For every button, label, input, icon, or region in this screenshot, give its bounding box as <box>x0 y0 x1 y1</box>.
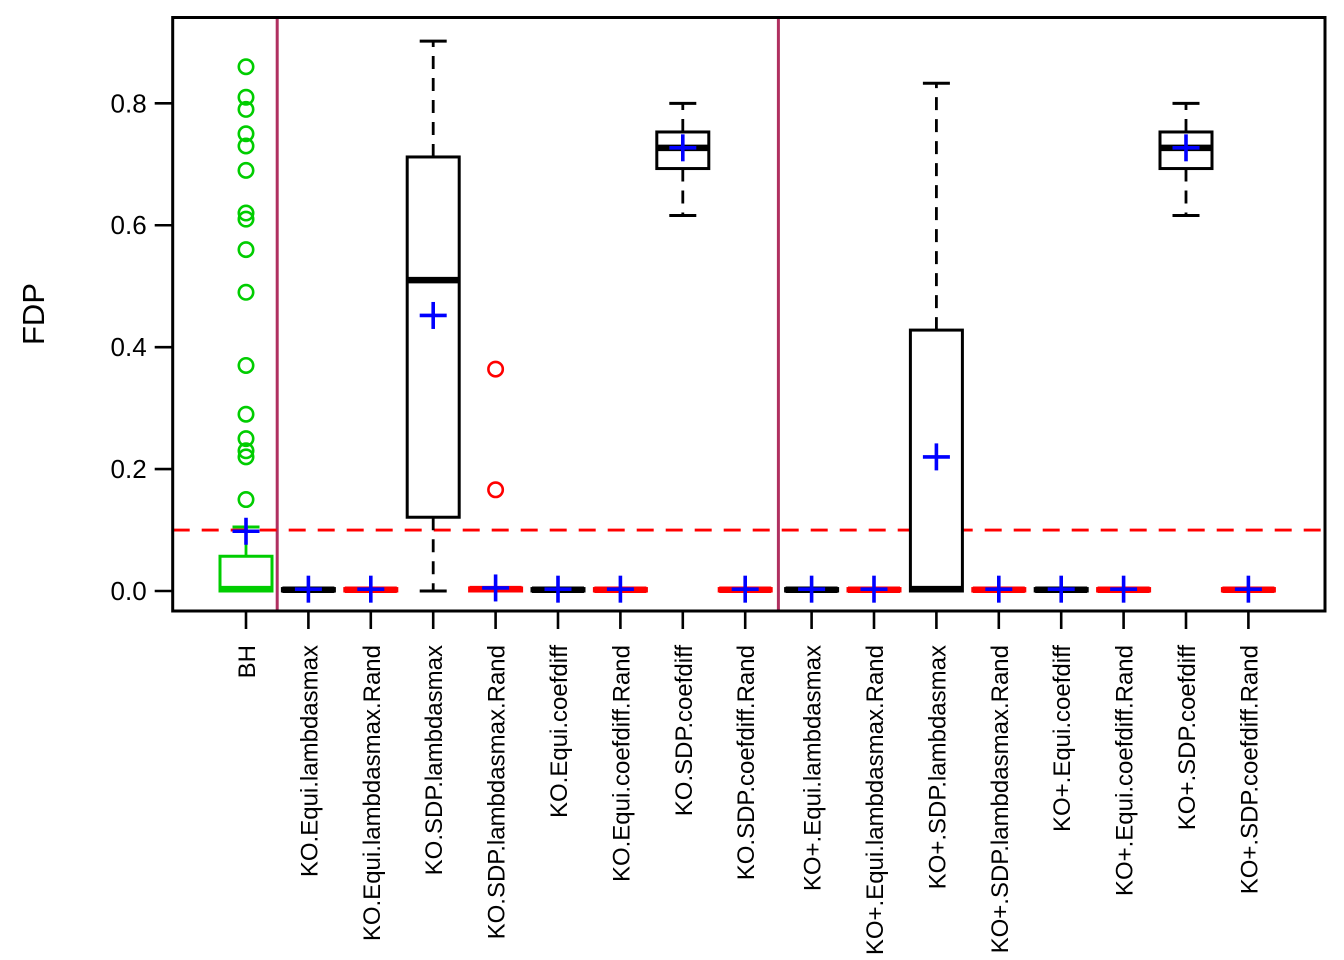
plot-border <box>171 16 1327 613</box>
x-tick-label: KO.Equi.coefdiff <box>546 645 573 818</box>
y-axis-title: FDP <box>16 283 51 345</box>
x-tick-label: KO+.Equi.coefdiff <box>1049 645 1076 832</box>
x-tick-label: KO+.SDP.lambdasmax <box>924 645 951 889</box>
iqr-box <box>218 554 274 593</box>
box-group-KO.SDP.coefdiff.Rand <box>717 575 773 603</box>
x-tick-label: KO.SDP.coefdiff <box>671 645 698 817</box>
outlier-point <box>237 405 255 423</box>
outlier-point <box>237 161 255 179</box>
outlier-point <box>237 442 255 460</box>
box-group-KO+.SDP.coefdiff.Rand <box>1220 575 1276 603</box>
box-group-KO+.Equi.coefdiff <box>1033 575 1089 603</box>
x-tick-label: KO+.Equi.coefdiff.Rand <box>1112 645 1139 896</box>
y-tick-label: 0.2 <box>111 454 147 484</box>
x-tick-label: KO+.SDP.coefdiff <box>1174 645 1201 831</box>
outlier-point <box>487 360 505 378</box>
box-group-KO.Equi.lambdasmax.Rand <box>343 575 399 603</box>
box-group-KO.SDP.lambdasmax.Rand <box>468 360 524 602</box>
box-group-KO.SDP.coefdiff <box>655 101 711 217</box>
box-group-KO.Equi.coefdiff <box>530 575 586 603</box>
box-group-KO.Equi.lambdasmax <box>280 575 336 603</box>
outlier-point <box>237 210 255 228</box>
box-group-KO.Equi.coefdiff.Rand <box>592 575 648 603</box>
x-tick-label: KO.SDP.coefdiff.Rand <box>733 645 760 880</box>
y-tick-label: 0.4 <box>111 332 147 362</box>
box-group-KO+.SDP.lambdasmax <box>908 81 964 593</box>
y-tick-label: 0.0 <box>111 576 147 606</box>
x-tick-label: KO.Equi.lambdasmax <box>296 645 323 877</box>
outlier-point <box>237 283 255 301</box>
outlier-point <box>237 241 255 259</box>
x-tick-label: BH <box>234 645 261 678</box>
x-tick-label: KO.SDP.lambdasmax <box>421 645 448 875</box>
outlier-point <box>237 58 255 76</box>
box-group-KO+.SDP.coefdiff <box>1158 101 1214 217</box>
y-tick-label: 0.8 <box>111 88 147 118</box>
outlier-point <box>237 491 255 509</box>
outlier-point <box>237 137 255 155</box>
outlier-point <box>237 448 255 466</box>
outlier-point <box>237 125 255 143</box>
outlier-point <box>237 430 255 448</box>
box-group-KO+.SDP.lambdasmax.Rand <box>971 575 1027 603</box>
outlier-point <box>237 356 255 374</box>
outlier-point <box>237 100 255 118</box>
outlier-point <box>237 88 255 106</box>
box-group-KO.SDP.lambdasmax <box>405 39 461 593</box>
box-group-KO+.Equi.lambdasmax <box>784 575 840 603</box>
box-group-BH <box>218 58 274 593</box>
box-group-KO+.Equi.coefdiff.Rand <box>1096 575 1152 603</box>
outlier-point <box>237 204 255 222</box>
box-group-KO+.Equi.lambdasmax.Rand <box>846 575 902 603</box>
outlier-point <box>487 481 505 499</box>
x-tick-label: KO.Equi.coefdiff.Rand <box>608 645 635 882</box>
iqr-box <box>405 155 461 519</box>
x-tick-label: KO+.SDP.coefdiff.Rand <box>1236 645 1263 894</box>
x-tick-label: KO.SDP.lambdasmax.Rand <box>484 645 511 939</box>
x-tick-label: KO+.Equi.lambdasmax <box>800 645 827 891</box>
x-tick-label: KO.Equi.lambdasmax.Rand <box>359 645 386 941</box>
y-tick-label: 0.6 <box>111 210 147 240</box>
x-tick-label: KO+.Equi.lambdasmax.Rand <box>862 645 889 955</box>
x-tick-label: KO+.SDP.lambdasmax.Rand <box>987 645 1014 953</box>
